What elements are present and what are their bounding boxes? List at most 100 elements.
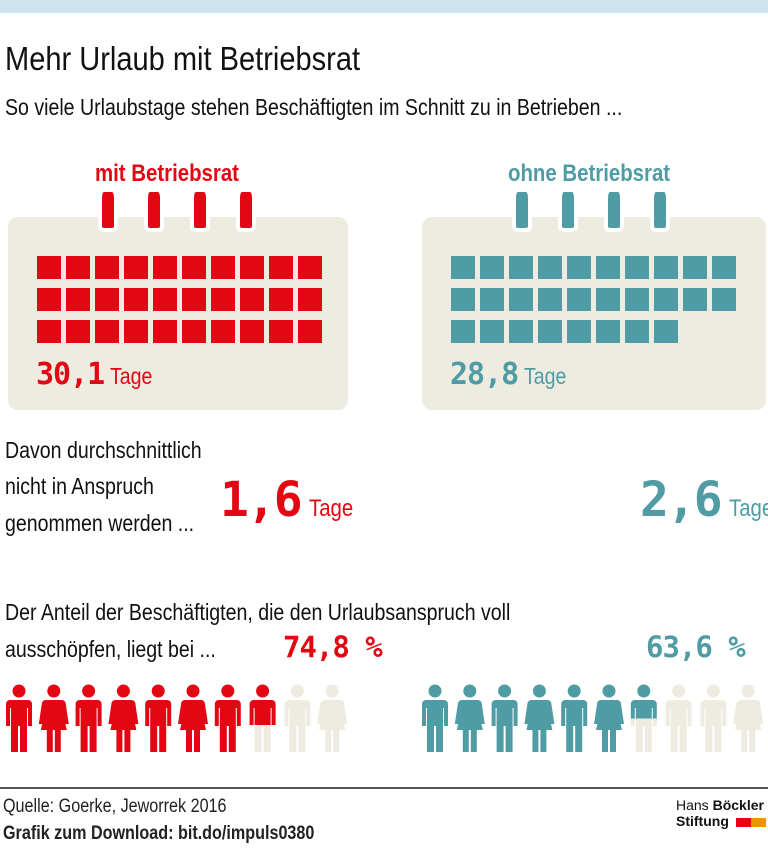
calendar-ring-icon xyxy=(190,192,210,232)
source: Quelle: Goerke, Jeworrek 2016 xyxy=(3,796,227,817)
day-square xyxy=(596,320,620,343)
day-square xyxy=(211,320,235,343)
top-bar xyxy=(0,0,768,13)
day-square xyxy=(480,320,504,343)
day-square xyxy=(451,320,475,343)
day-square xyxy=(298,256,322,279)
unused-without-number: 2,6 xyxy=(640,472,723,528)
day-square xyxy=(95,320,119,343)
male-person-icon xyxy=(145,684,172,752)
male-person-icon xyxy=(561,684,588,752)
logo-text-boeckler: Böckler xyxy=(712,797,764,813)
calendar-ring-icon xyxy=(236,192,256,232)
day-square xyxy=(625,320,649,343)
days-with-number: 30,1 xyxy=(36,357,105,392)
day-square xyxy=(182,320,206,343)
day-square xyxy=(37,288,61,311)
day-square xyxy=(683,288,707,311)
day-square xyxy=(567,320,591,343)
unused-with-value: 1,6 Tage xyxy=(220,472,361,528)
male-person-icon xyxy=(214,684,241,752)
day-square xyxy=(712,256,736,279)
male-person-icon xyxy=(491,684,518,752)
day-square xyxy=(654,288,678,311)
male-person-icon xyxy=(75,684,102,752)
female-person-icon xyxy=(524,684,555,752)
day-square xyxy=(182,288,206,311)
share-without-value: 63,6 % xyxy=(646,630,746,664)
unused-with-number: 1,6 xyxy=(220,472,303,528)
day-square xyxy=(538,320,562,343)
day-square xyxy=(124,288,148,311)
female-person-icon xyxy=(733,684,764,752)
female-person-icon xyxy=(108,684,139,752)
days-unit: Tage xyxy=(110,363,153,389)
days-unit: Tage xyxy=(524,363,567,389)
day-square xyxy=(567,256,591,279)
day-square xyxy=(66,288,90,311)
logo-text-stiftung: Stiftung xyxy=(676,813,729,829)
day-square xyxy=(538,256,562,279)
day-square xyxy=(683,256,707,279)
day-square xyxy=(538,288,562,311)
day-square xyxy=(211,288,235,311)
day-square xyxy=(451,256,475,279)
day-square xyxy=(596,288,620,311)
day-square xyxy=(269,320,293,343)
female-person-icon xyxy=(317,684,348,752)
day-square xyxy=(124,320,148,343)
days-without-number: 28,8 xyxy=(450,357,519,392)
male-person-icon xyxy=(630,684,657,752)
male-person-icon xyxy=(6,684,32,752)
day-square xyxy=(37,320,61,343)
day-square xyxy=(480,256,504,279)
male-person-icon xyxy=(665,684,692,752)
unused-unit: Tage xyxy=(728,495,768,522)
download-link[interactable]: Grafik zum Download: bit.do/impuls0380 xyxy=(3,823,315,844)
male-person-icon xyxy=(422,684,448,752)
female-person-icon xyxy=(454,684,485,752)
calendar-ring-icon xyxy=(144,192,164,232)
page-title: Mehr Urlaub mit Betriebsrat xyxy=(5,40,361,77)
male-person-icon xyxy=(284,684,311,752)
calendar-ring-icon xyxy=(558,192,578,232)
logo-text-hans: Hans xyxy=(676,797,713,813)
day-square xyxy=(240,288,264,311)
calendar-without: 28,8 Tage xyxy=(422,192,766,410)
day-square xyxy=(567,288,591,311)
female-person-icon xyxy=(594,684,624,752)
day-square xyxy=(269,288,293,311)
day-square xyxy=(509,256,533,279)
day-square xyxy=(625,288,649,311)
logo-bar-red xyxy=(735,817,751,827)
day-square xyxy=(124,256,148,279)
calendar-with: 30,1 Tage xyxy=(8,192,348,410)
days-without-value: 28,8 Tage xyxy=(450,357,574,392)
unused-text-line3: genommen werden ... xyxy=(5,510,195,536)
unused-text-line1: Davon durchschnittlich xyxy=(5,437,202,463)
day-square xyxy=(654,320,678,343)
share-with-value: 74,8 % xyxy=(283,630,383,664)
day-square xyxy=(240,256,264,279)
page-subtitle: So viele Urlaubstage stehen Beschäftigte… xyxy=(5,94,623,120)
day-square xyxy=(182,256,206,279)
unused-text-line2: nicht in Anspruch xyxy=(5,473,154,499)
day-square xyxy=(240,320,264,343)
unused-unit: Tage xyxy=(308,495,353,522)
calendar-ring-icon xyxy=(512,192,532,232)
male-person-icon xyxy=(700,684,727,752)
day-square xyxy=(211,256,235,279)
male-person-icon xyxy=(249,684,276,752)
day-square xyxy=(66,320,90,343)
share-text-line1: Der Anteil der Beschäftigten, die den Ur… xyxy=(5,599,511,625)
days-with-value: 30,1 Tage xyxy=(36,357,160,392)
day-square xyxy=(95,288,119,311)
day-square xyxy=(451,288,475,311)
female-person-icon xyxy=(178,684,208,752)
day-square xyxy=(269,256,293,279)
logo-bar-orange xyxy=(750,817,766,827)
share-text-line2: ausschöpfen, liegt bei ... xyxy=(5,636,216,662)
female-person-icon xyxy=(38,684,69,752)
